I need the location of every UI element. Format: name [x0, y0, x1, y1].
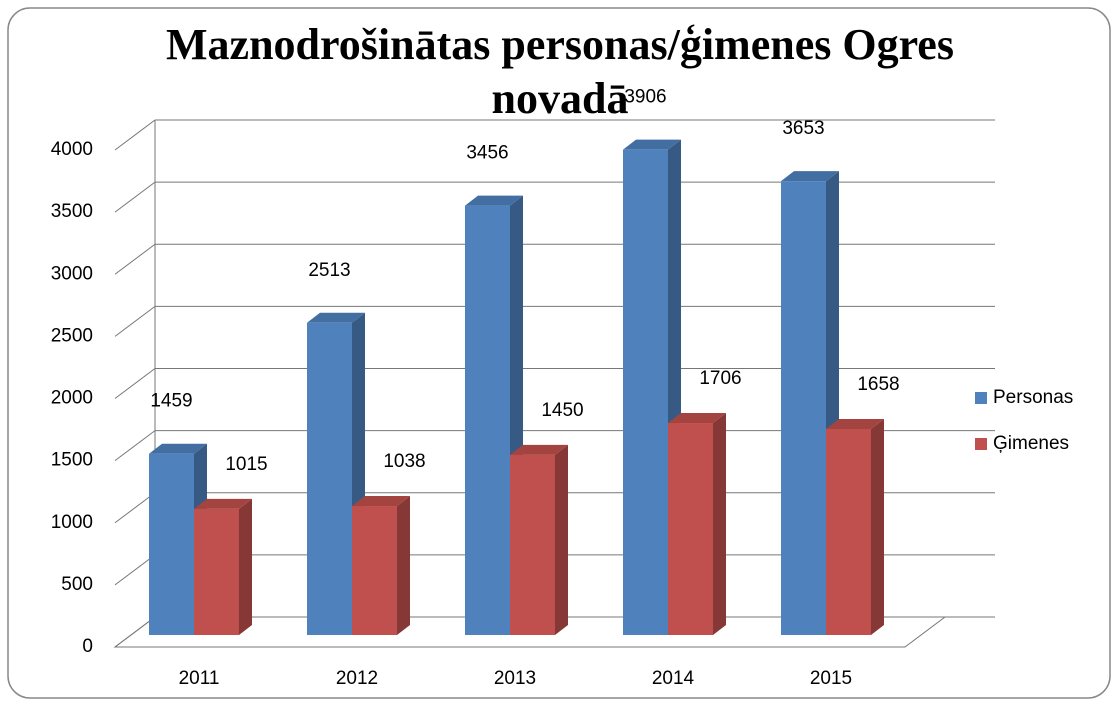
bar-front: [781, 181, 826, 635]
bar-side: [397, 496, 410, 635]
value-label: 1450: [541, 400, 583, 421]
y-tick-label: 1500: [51, 450, 93, 471]
bar-top: [781, 171, 839, 182]
side-grid-line: [114, 368, 156, 399]
bar-front: [623, 149, 668, 635]
value-label: 3653: [782, 118, 824, 139]
side-grid-line: [114, 554, 156, 586]
value-label: 1706: [699, 368, 741, 389]
bar-side: [239, 498, 252, 635]
bar-front: [307, 322, 352, 635]
bar-side: [871, 418, 884, 635]
bar: [194, 498, 252, 635]
bar-front: [194, 508, 239, 635]
value-label: 3906: [624, 87, 666, 108]
legend-swatch: [975, 392, 987, 404]
y-tick-label: 0: [82, 636, 93, 657]
bar-front: [510, 454, 555, 635]
bar: [510, 444, 568, 635]
bar-top: [307, 312, 365, 323]
bar-front: [465, 205, 510, 636]
bar-top: [465, 195, 523, 206]
bar-top: [194, 498, 252, 509]
bar-top: [668, 413, 726, 424]
x-tick-label: 2011: [179, 668, 220, 689]
legend-swatch: [975, 438, 987, 450]
bar-top: [826, 418, 884, 429]
y-tick-label: 2500: [51, 325, 93, 346]
value-label: 1015: [225, 454, 267, 475]
side-grid-line: [114, 492, 156, 524]
chart-title: Maznodrošinātas personas/ģimenes Ogres n…: [166, 20, 954, 123]
bar-front: [826, 428, 871, 635]
y-tick-label: 2000: [51, 388, 93, 409]
bar-front: [668, 423, 713, 635]
y-tick-label: 1000: [51, 512, 93, 533]
bar: [352, 496, 410, 635]
value-label: 1459: [150, 391, 192, 412]
y-tick-label: 3000: [51, 263, 93, 284]
side-grid-line: [114, 119, 156, 151]
bar-top: [149, 443, 207, 454]
bar: [149, 443, 207, 635]
value-label: 3456: [466, 143, 508, 164]
side-grid-line: [114, 243, 156, 275]
legend-label: Personas: [993, 387, 1073, 408]
side-grid-line: [114, 430, 156, 462]
x-tick-label: 2015: [810, 668, 852, 689]
bar-top: [623, 139, 681, 150]
legend-label: Ģimenes: [993, 433, 1069, 454]
y-tick-label: 3500: [51, 201, 93, 222]
y-tick-label: 4000: [51, 139, 93, 160]
value-label: 1658: [857, 374, 899, 395]
bar-front: [352, 506, 397, 635]
side-grid-line: [114, 616, 156, 648]
bar-front: [149, 453, 194, 635]
side-grid-line: [114, 305, 156, 337]
value-label: 2513: [308, 260, 350, 281]
bar-side: [555, 444, 568, 635]
y-tick-label: 500: [61, 574, 93, 595]
x-tick-label: 2014: [652, 668, 695, 689]
x-tick-label: 2012: [336, 668, 378, 689]
bar: [781, 171, 839, 635]
bar: [465, 195, 523, 636]
bar: [826, 418, 884, 635]
value-label: 1038: [383, 451, 425, 472]
bar-side: [713, 413, 726, 635]
bar: [623, 139, 681, 635]
side-grid-line: [114, 181, 156, 213]
bar: [668, 413, 726, 635]
x-tick-label: 2013: [494, 668, 536, 689]
bar-top: [352, 496, 410, 507]
bar-top: [510, 444, 568, 455]
